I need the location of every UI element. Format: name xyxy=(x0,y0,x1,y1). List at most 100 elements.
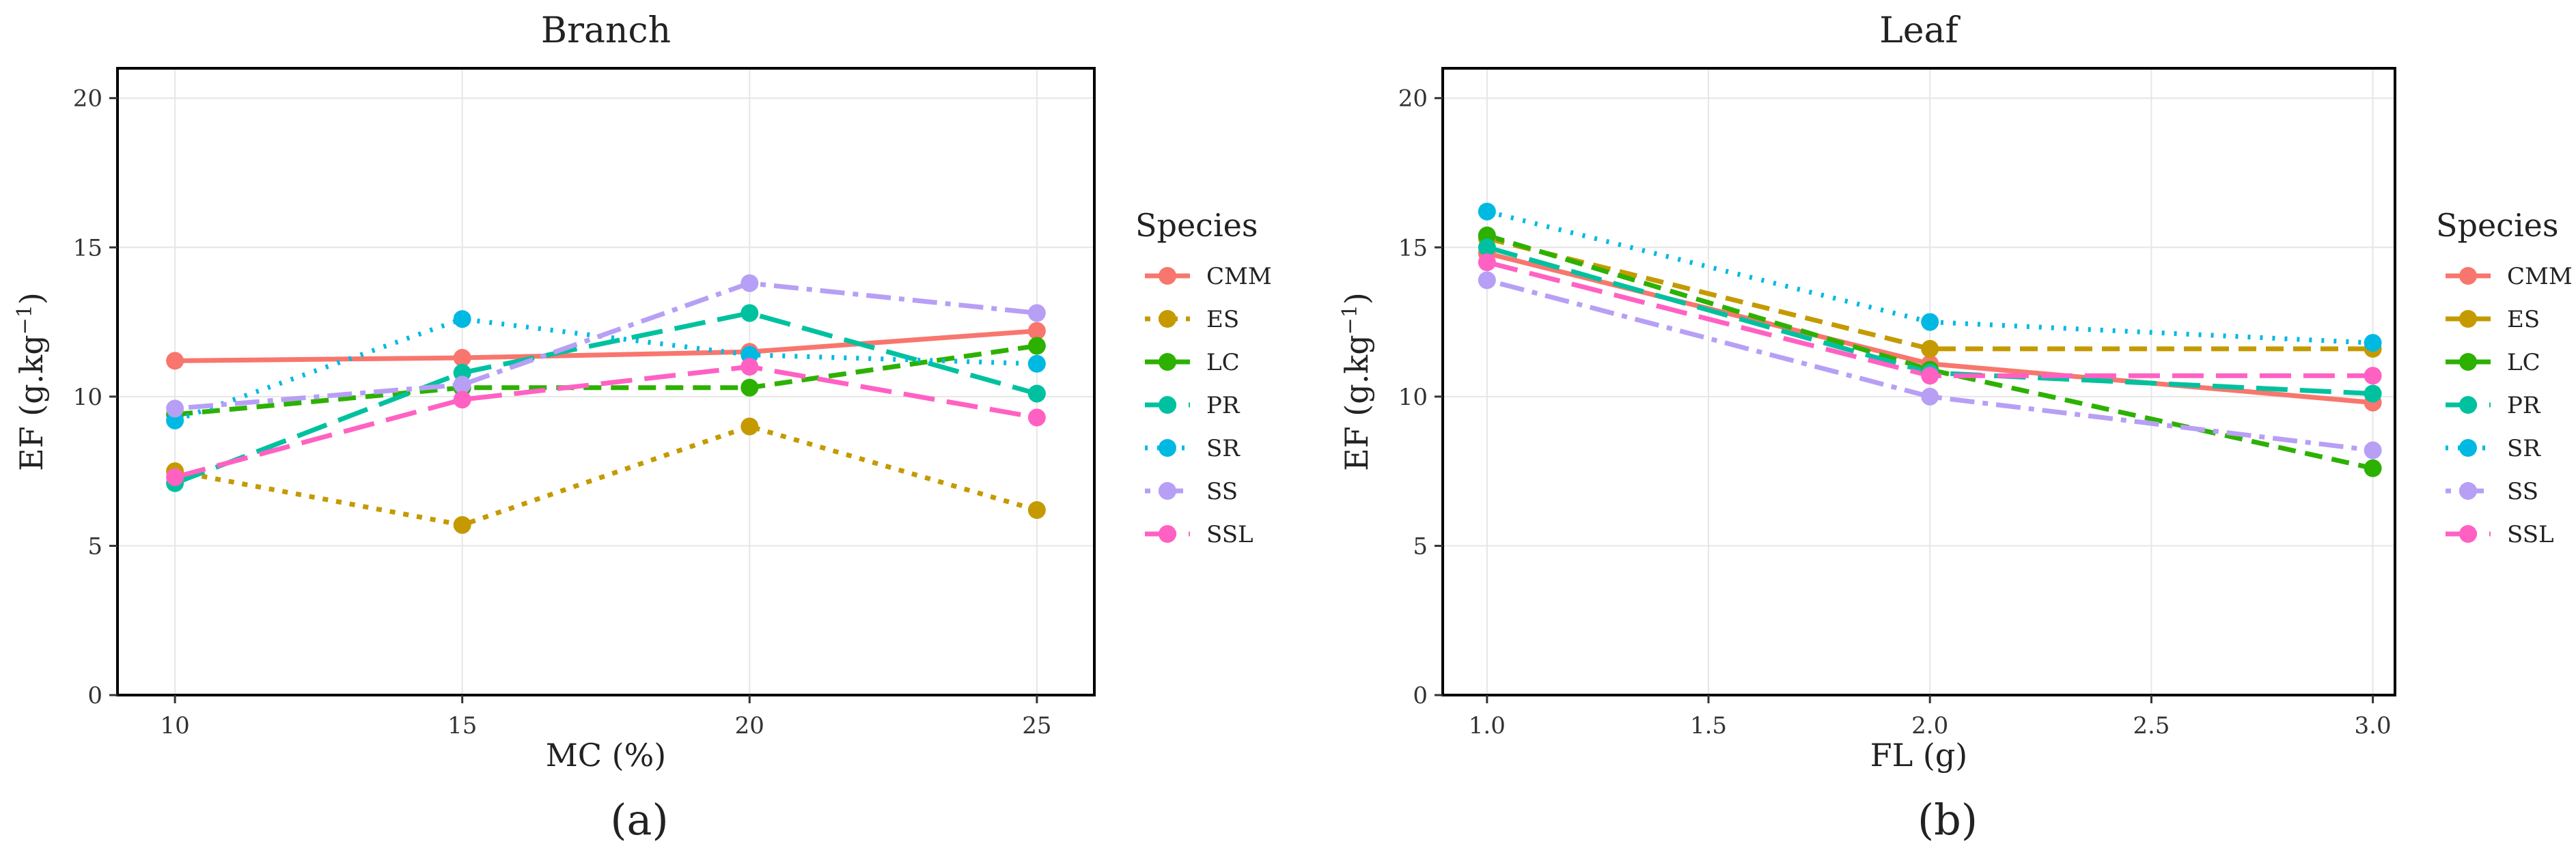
series-LC xyxy=(174,343,1038,417)
data-point-SSL xyxy=(740,358,759,376)
legend-item-SS: SS xyxy=(2446,478,2538,505)
data-point-PR xyxy=(1478,238,1496,257)
y-tick-label: 0 xyxy=(1413,682,1428,709)
series-SR xyxy=(174,316,1037,423)
y-tick-label: 5 xyxy=(87,533,102,560)
data-point-SSL xyxy=(453,391,471,409)
y-tick-label: 15 xyxy=(73,234,102,262)
y-tick-label: 15 xyxy=(1398,234,1428,262)
legend-label: SR xyxy=(1206,435,1241,462)
legend-key-point xyxy=(1159,353,1176,371)
legend-label: LC xyxy=(2507,349,2540,376)
data-point-SS xyxy=(1027,304,1046,322)
legend-item-ES: ES xyxy=(2446,306,2540,333)
x-tick-label: 1.5 xyxy=(1690,712,1727,739)
y-tick-label: 10 xyxy=(1398,384,1428,411)
data-point-SR xyxy=(1921,313,1939,331)
legend-title: Species xyxy=(1135,207,1258,244)
chart-title: Branch xyxy=(541,10,671,51)
legend-key-point xyxy=(1159,482,1176,500)
data-point-CMM xyxy=(453,349,471,367)
data-point-SS xyxy=(1921,387,1939,406)
legend-item-ES: ES xyxy=(1145,306,1239,333)
x-tick-label: 1.0 xyxy=(1469,712,1506,739)
legend-label: ES xyxy=(2507,306,2540,333)
legend-item-LC: LC xyxy=(1145,349,1240,376)
legend-label: SS xyxy=(2507,478,2538,505)
legend-label: PR xyxy=(1206,392,1241,419)
series-SSL xyxy=(174,364,1038,480)
data-point-ES xyxy=(740,417,759,436)
legend-label: CMM xyxy=(2507,263,2573,290)
series-line-LC xyxy=(1486,233,2374,471)
data-point-PR xyxy=(740,304,759,322)
chart-title: Leaf xyxy=(1879,10,1961,51)
legend-label: ES xyxy=(1206,306,1239,333)
legend-title: Species xyxy=(2436,207,2559,244)
y-axis-label: EF (g.kg−1) xyxy=(1338,292,1375,471)
data-point-ES xyxy=(1027,500,1046,519)
data-point-SSL xyxy=(1478,253,1496,272)
y-tick-label: 20 xyxy=(1398,85,1428,113)
y-tick-label: 5 xyxy=(1413,533,1428,560)
data-point-SSL xyxy=(2364,367,2382,385)
x-tick-label: 2.5 xyxy=(2133,712,2170,739)
panel-label: (a) xyxy=(610,795,668,845)
y-tick-label: 0 xyxy=(87,682,102,709)
data-point-SS xyxy=(740,274,759,292)
legend-item-SSL: SSL xyxy=(1145,521,1254,548)
series-line-SR xyxy=(174,316,1037,423)
x-tick-label: 2.0 xyxy=(1911,712,1948,739)
chart-panel-0: 0 5 10 15 20 10 15 20 25 Branch MC (%) EF (g.kg−1) (… xyxy=(13,10,1272,845)
legend-key-point xyxy=(2459,353,2477,371)
legend: Species CMM ES LC PR SR SS SSL xyxy=(2436,207,2573,548)
series-PR xyxy=(174,310,1038,485)
series-line-CMM xyxy=(175,328,1038,363)
legend-label: CMM xyxy=(1206,263,1272,290)
x-axis-label: FL (g) xyxy=(1870,737,1967,774)
data-point-SR xyxy=(453,310,471,328)
legend-label: SSL xyxy=(1206,521,1254,548)
legend-item-PR: PR xyxy=(1145,392,1241,419)
data-point-LC xyxy=(740,378,759,397)
panel-label: (b) xyxy=(1917,795,1978,845)
legend-key-point xyxy=(1159,267,1176,285)
legend-item-SR: SR xyxy=(2446,435,2541,462)
data-point-ES xyxy=(453,516,471,534)
data-point-SSL xyxy=(166,468,184,486)
x-axis-label: MC (%) xyxy=(546,737,667,774)
data-point-SS xyxy=(1478,271,1496,290)
x-tick-label: 3.0 xyxy=(2355,712,2392,739)
data-point-ES xyxy=(1921,339,1939,358)
data-point-LC xyxy=(2364,459,2382,477)
y-axis-label: EF (g.kg−1) xyxy=(13,292,50,471)
series-line-PR xyxy=(174,310,1038,485)
x-tick-label: 15 xyxy=(447,712,477,739)
series-SS xyxy=(174,281,1038,411)
legend-label: SR xyxy=(2507,435,2541,462)
series-line-SS xyxy=(174,281,1038,411)
data-point-LC xyxy=(1027,337,1046,355)
legend-key-point xyxy=(1159,310,1176,328)
legend-label: SSL xyxy=(2507,521,2554,548)
legend-item-CMM: CMM xyxy=(2446,263,2573,290)
gridlines xyxy=(117,68,1094,696)
y-tick-label: 10 xyxy=(73,384,102,411)
legend-item-CMM: CMM xyxy=(1145,263,1272,290)
legend-item-LC: LC xyxy=(2446,349,2540,376)
series-LC xyxy=(1486,233,2374,471)
data-point-SR xyxy=(1027,354,1046,373)
legend-label: LC xyxy=(1206,349,1240,376)
series-line-SSL xyxy=(174,364,1038,480)
series-line-LC xyxy=(174,343,1038,417)
data-point-SS xyxy=(166,399,184,418)
legend-label: PR xyxy=(2507,392,2541,419)
x-tick-label: 20 xyxy=(735,712,764,739)
data-point-SSL xyxy=(1921,367,1939,385)
data-point-SSL xyxy=(1027,408,1046,427)
plot-frame xyxy=(116,67,1096,696)
legend-key-point xyxy=(2459,310,2477,328)
series-line-ES xyxy=(1486,236,2373,352)
series-ES xyxy=(1486,236,2373,352)
